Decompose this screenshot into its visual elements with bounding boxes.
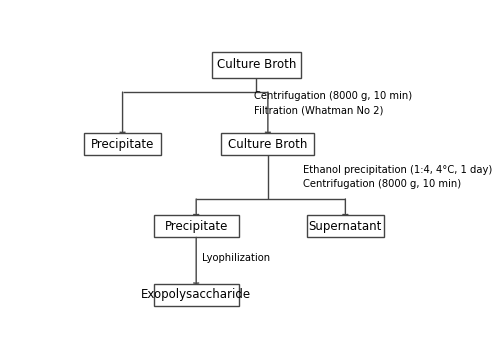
Text: Exopolysaccharide: Exopolysaccharide	[141, 288, 252, 302]
Bar	[154, 284, 239, 306]
Text: Precipitate: Precipitate	[164, 220, 228, 233]
Text: Ethanol precipitation (1:4, 4°C, 1 day)
Centrifugation (8000 g, 10 min): Ethanol precipitation (1:4, 4°C, 1 day) …	[303, 164, 492, 189]
Text: Supernatant: Supernatant	[308, 220, 382, 233]
Bar	[84, 133, 162, 155]
Bar	[306, 215, 384, 237]
Text: Lyophilization: Lyophilization	[202, 253, 270, 263]
Text: Culture Broth: Culture Broth	[228, 138, 308, 151]
Text: Culture Broth: Culture Broth	[216, 58, 296, 71]
Bar	[212, 52, 301, 78]
Text: Centrifugation (8000 g, 10 min)
Filtration (Whatman No 2): Centrifugation (8000 g, 10 min) Filtrati…	[254, 91, 412, 115]
Bar	[154, 215, 239, 237]
Bar	[222, 133, 314, 155]
Text: Precipitate: Precipitate	[91, 138, 154, 151]
